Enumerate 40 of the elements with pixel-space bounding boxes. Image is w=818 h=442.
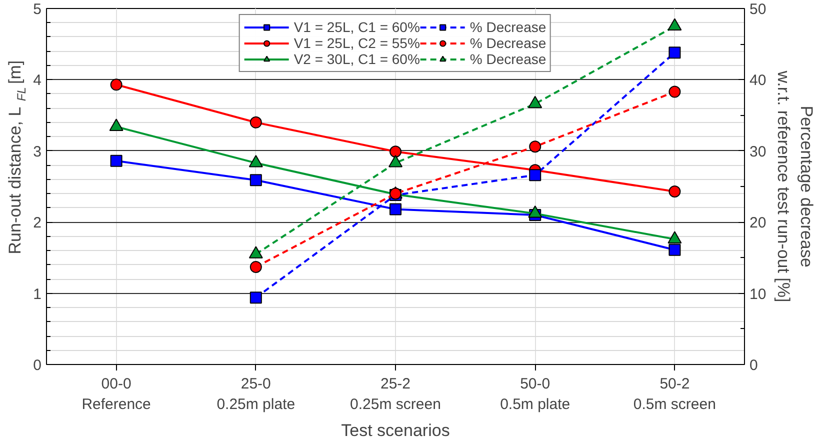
point — [250, 174, 262, 186]
y-tick-label: 3 — [33, 143, 42, 160]
x-tick-label: 25-2 0.25m screen — [350, 376, 441, 413]
point — [110, 154, 122, 167]
x-axis-title: Test scenarios — [341, 420, 450, 440]
y2-tick-label: 20 — [750, 214, 766, 232]
point — [668, 244, 681, 256]
y-axis-title: Run-out distance, LFL [m] — [6, 60, 28, 254]
point — [250, 116, 262, 128]
point — [529, 140, 542, 153]
y-tick-label: 4 — [33, 72, 42, 90]
y2-tick-label: 10 — [750, 286, 766, 303]
legend-label: % Decrease — [470, 19, 546, 35]
point — [529, 169, 542, 182]
y2-axis-title: Percentage decrease w.r.t. reference test run-out [%] — [774, 70, 816, 302]
point — [390, 146, 402, 158]
x-tick-label: 50-0 0.5m plate — [500, 376, 570, 413]
y2-tick-label: 40 — [750, 72, 766, 90]
y2-tick-label: 50 — [750, 1, 766, 18]
legend-label: % Decrease — [470, 35, 546, 51]
x-tick-label: 50-2 0.5m screen — [633, 376, 716, 413]
point — [110, 78, 122, 91]
y-tick-label: 1 — [33, 286, 42, 303]
y2-tick-label: 0 — [750, 357, 758, 374]
y2-tick-label: 30 — [750, 143, 766, 160]
y-tick-label: 0 — [33, 357, 42, 374]
point — [668, 185, 681, 198]
x-tick-label: 00-0 Reference — [82, 376, 151, 413]
point — [390, 203, 402, 216]
legend-label: V1 = 25L, C2 = 55% — [294, 35, 420, 51]
y-tick-label: 2 — [33, 214, 42, 232]
point — [250, 292, 262, 304]
x-tick-label: 25-0 0.25m plate — [216, 376, 296, 413]
point — [250, 260, 262, 273]
point — [668, 86, 681, 98]
legend-label: % Decrease — [470, 51, 546, 67]
y-tick-label: 5 — [33, 1, 42, 18]
legend-label: V2 = 30L, C1 = 60% — [294, 51, 420, 67]
point — [668, 46, 681, 59]
legend-label: V1 = 25L, C1 = 60% — [294, 19, 420, 35]
